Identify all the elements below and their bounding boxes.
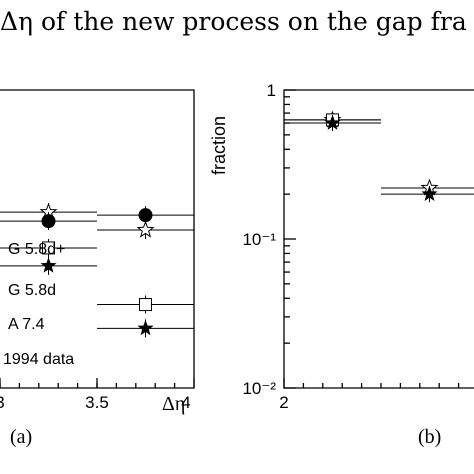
panel-a-axis: 33.54 — [0, 378, 195, 412]
figure-caption: Δη of the new process on the gap fra — [0, 7, 467, 36]
panel-b: 23110⁻¹10⁻² fraction (b) — [209, 81, 474, 448]
legend-entry: G 5.8d — [8, 282, 56, 299]
data-point — [138, 208, 153, 223]
legend-entry: A 7.4 — [8, 316, 45, 333]
panel-b-ylabel: fraction — [209, 116, 229, 175]
panel-a-data — [0, 202, 194, 338]
panel-b-axis: 23110⁻¹10⁻² — [242, 81, 474, 412]
panel-a-legend: G 5.8d+ G 5.8d A 7.4 1994 data — [3, 241, 74, 368]
y-tick-label: 10⁻² — [242, 379, 276, 398]
x-tick-label: 4 — [181, 393, 190, 412]
data-point — [137, 319, 154, 336]
x-tick-label: 2 — [279, 393, 288, 412]
y-tick-label: 10⁻¹ — [242, 230, 276, 249]
panel-b-label: (b) — [418, 426, 441, 448]
data-point — [421, 185, 438, 201]
data-point — [40, 257, 57, 273]
legend-entry: G 5.8d+ — [8, 241, 65, 258]
data-point — [41, 214, 56, 229]
panel-a-label: (a) — [10, 426, 32, 448]
panel-b-frame — [283, 89, 474, 389]
data-point — [42, 241, 55, 255]
data-point — [139, 298, 152, 312]
panel-b-data — [284, 110, 474, 203]
data-point — [136, 220, 155, 238]
data-point — [324, 114, 341, 130]
panel-a-xlabel: Δη — [162, 393, 185, 415]
x-tick-label: 3 — [0, 393, 5, 412]
legend-entry: 1994 data — [3, 351, 74, 368]
y-tick-label: 1 — [267, 81, 276, 100]
panel-a-frame — [0, 89, 195, 389]
x-tick-label: 3.5 — [85, 393, 109, 412]
